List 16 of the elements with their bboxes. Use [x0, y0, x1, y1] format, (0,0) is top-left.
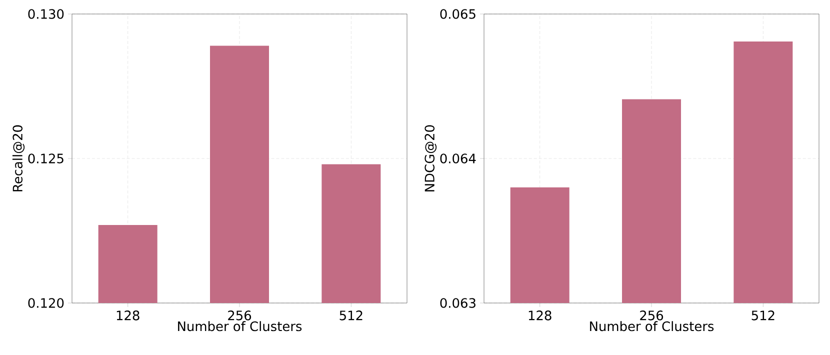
x-tick-label: 256 — [228, 310, 252, 320]
x-tick-label: 512 — [752, 310, 774, 320]
x-axis-title: Number of Clusters — [178, 321, 302, 332]
y-tick-label: 0.064 — [440, 154, 476, 164]
y-axis-title: Recall@20 — [12, 125, 25, 192]
y-axis-title: NDCG@20 — [424, 125, 437, 192]
y-tick-label: 0.065 — [440, 9, 476, 19]
y-tick-label: 0.125 — [28, 154, 64, 164]
y-tick-label: 0.120 — [28, 298, 64, 308]
x-axis-title: Number of Clusters — [590, 321, 714, 332]
x-tick-label: 128 — [116, 310, 140, 320]
x-tick-label: 256 — [640, 310, 664, 320]
y-tick-label: 0.130 — [28, 9, 64, 19]
y-tick-label: 0.063 — [440, 298, 476, 308]
x-tick-label: 512 — [340, 310, 362, 320]
x-tick-label: 128 — [528, 310, 552, 320]
